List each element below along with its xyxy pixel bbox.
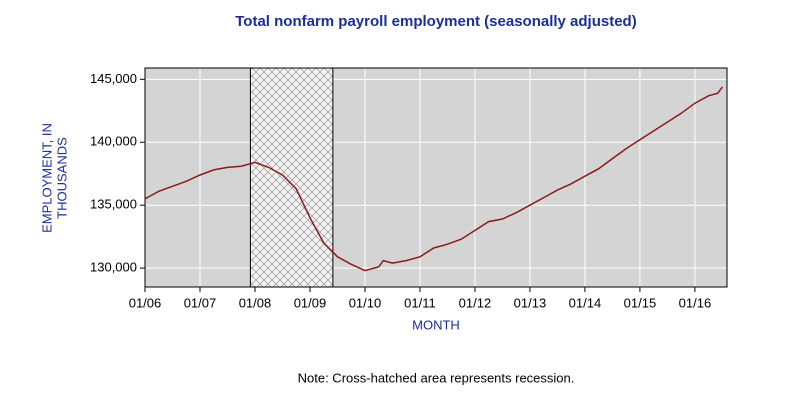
note: Note: Cross-hatched area represents rece…: [298, 370, 575, 385]
x-axis-label: MONTH: [412, 317, 460, 332]
x-tick-label: 01/08: [239, 295, 272, 310]
plot-frame: [144, 67, 728, 288]
x-tick-label: 01/14: [569, 295, 602, 310]
y-tick-label: 140,000: [90, 134, 137, 149]
x-tick-label: 01/15: [624, 295, 657, 310]
x-tick-label: 01/10: [349, 295, 382, 310]
y-tick-label: 135,000: [90, 197, 137, 212]
plot-background: [145, 68, 727, 287]
x-tick-label: 01/11: [404, 295, 436, 310]
y-tick-label: 130,000: [90, 260, 137, 275]
x-tick-label: 01/12: [459, 295, 492, 310]
x-tick-label: 01/09: [294, 295, 327, 310]
chart-title: Total nonfarm payroll employment (season…: [235, 13, 636, 30]
y-axis-label: THOUSANDS: [54, 137, 69, 219]
x-tick-label: 01/13: [514, 295, 547, 310]
x-tick-label: 01/06: [129, 295, 162, 310]
y-axis-label: EMPLOYMENT, IN: [39, 123, 54, 233]
data-line: [144, 86, 724, 272]
x-tick-label: 01/07: [184, 295, 217, 310]
y-tick-label: 145,000: [90, 71, 137, 86]
x-tick-label: 01/16: [679, 295, 712, 310]
recession-area: [250, 68, 333, 287]
